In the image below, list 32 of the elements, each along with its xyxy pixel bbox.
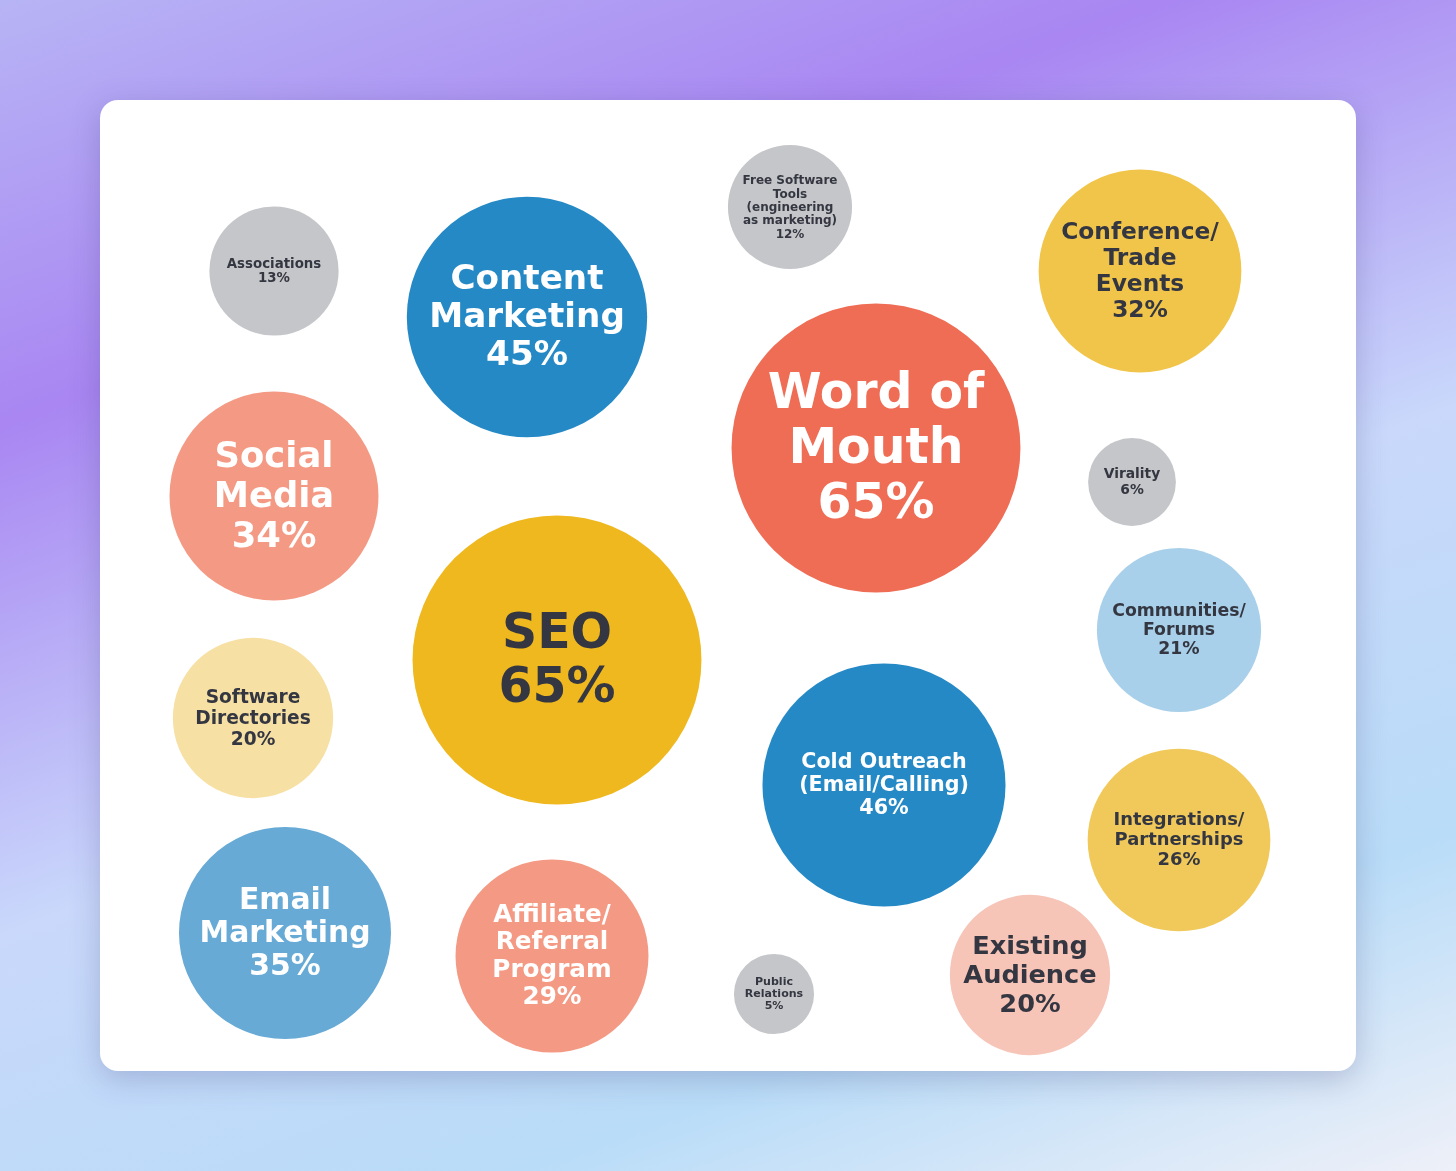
category-label: Virality xyxy=(1103,465,1161,482)
category-label: Integrations/ Partnerships xyxy=(1113,807,1245,849)
category-label: Cold Outreach (Email/Calling) xyxy=(799,748,969,796)
category-label: Content Marketing xyxy=(429,256,625,335)
data-label: 45% xyxy=(486,333,568,374)
data-label: 32% xyxy=(1112,295,1168,323)
data-label: 46% xyxy=(859,795,910,820)
category-label: Affiliate/ Referral Program xyxy=(492,898,612,983)
category-label: Social Media xyxy=(213,434,335,515)
category-label: Conference/ Trade Events xyxy=(1061,216,1220,297)
data-label: 26% xyxy=(1157,848,1201,870)
data-label: 34% xyxy=(231,513,317,555)
category-label: Existing Audience xyxy=(963,930,1097,989)
category-label: Communities/ Forums xyxy=(1112,599,1247,639)
category-label: Software Directories xyxy=(195,686,311,728)
data-label: 29% xyxy=(522,981,582,1011)
data-label: 6% xyxy=(1120,480,1144,497)
data-label: 65% xyxy=(498,657,616,715)
category-label: Associations xyxy=(226,255,322,271)
category-label: Public Relations xyxy=(744,974,804,1000)
category-label: Email Marketing xyxy=(199,880,371,949)
data-label: 12% xyxy=(775,226,805,241)
data-label: 13% xyxy=(258,270,290,286)
category-label: Free Software Tools (engineering as marketing) xyxy=(742,173,838,228)
data-label: 20% xyxy=(999,987,1061,1018)
data-label: 5% xyxy=(764,999,784,1013)
data-label: 35% xyxy=(249,947,321,983)
category-label: SEO xyxy=(501,602,613,660)
category-label: Word of Mouth xyxy=(767,363,986,475)
data-label: 20% xyxy=(230,727,276,749)
data-label: 21% xyxy=(1158,638,1200,659)
data-label: 65% xyxy=(817,472,935,530)
